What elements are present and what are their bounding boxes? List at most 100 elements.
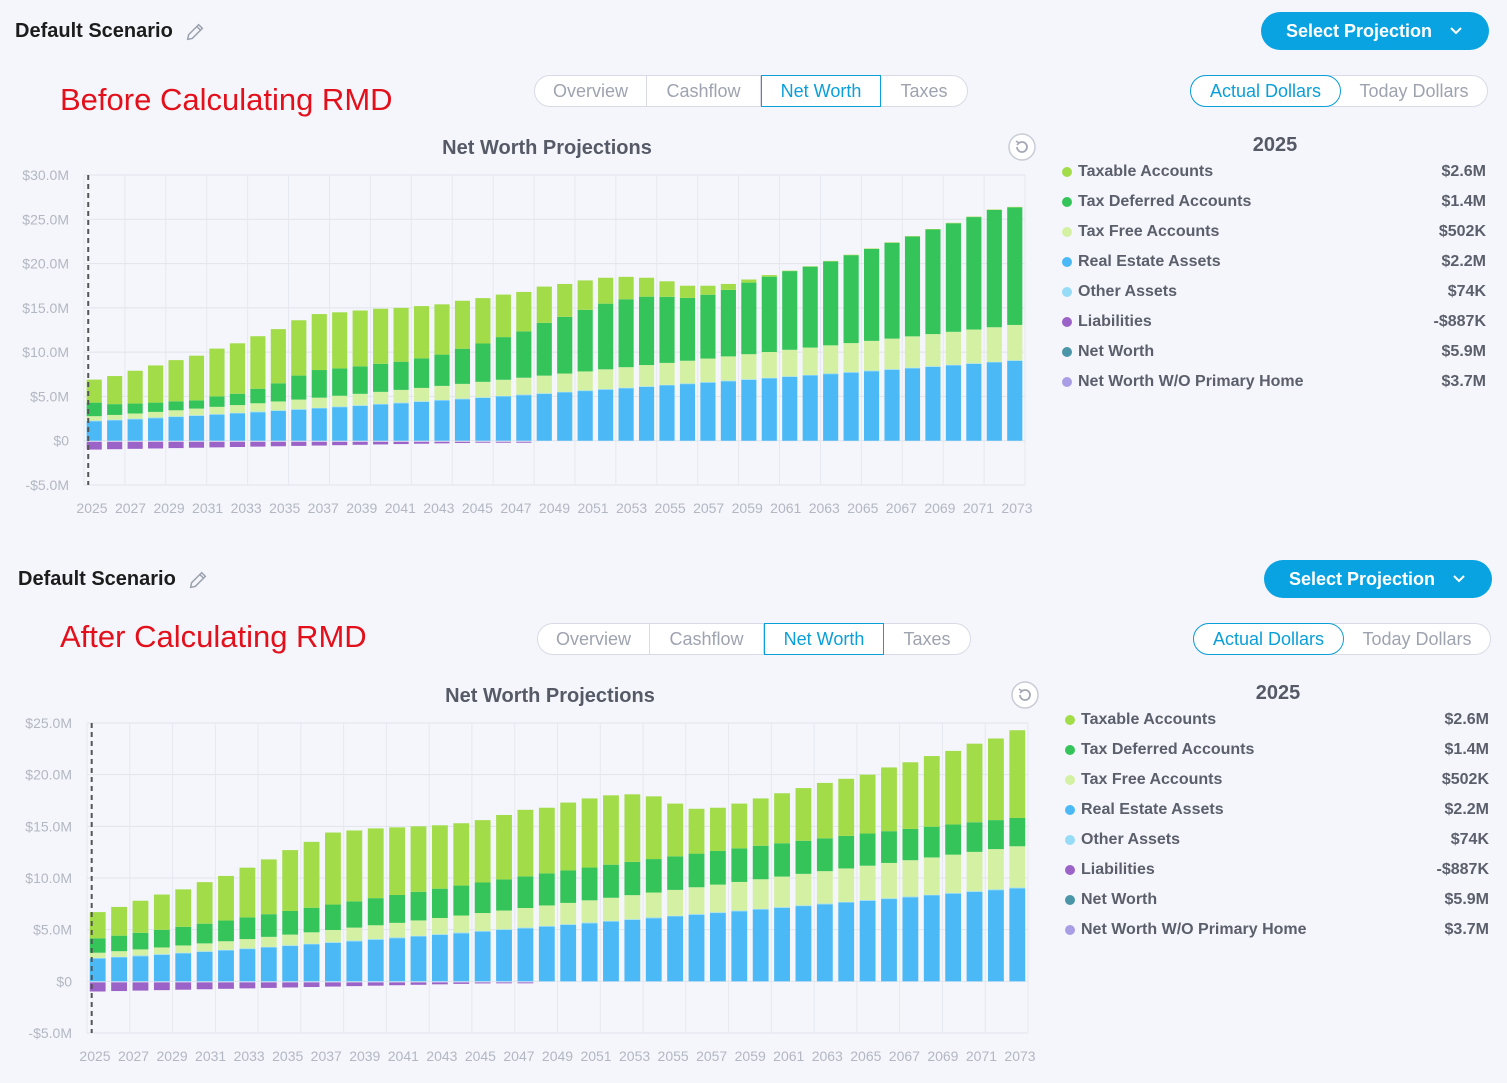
legend-label: Net Worth W/O Primary Home xyxy=(1081,921,1307,938)
bar-segment xyxy=(581,923,598,982)
legend-item[interactable]: Real Estate Assets $2.2M xyxy=(1065,795,1489,825)
bar-segment xyxy=(679,297,696,361)
bar-segment xyxy=(413,401,430,402)
bar-segment xyxy=(581,922,598,924)
legend-value: $1.4M xyxy=(1441,193,1486,210)
bar-segment xyxy=(843,343,859,373)
edit-pencil-icon[interactable] xyxy=(184,21,206,43)
x-tick-label: 2067 xyxy=(886,500,917,516)
bar-segment xyxy=(823,373,839,375)
bar-segment xyxy=(925,366,941,367)
bar-segment xyxy=(988,889,1004,891)
legend: Taxable Accounts $2.6M Tax Deferred Accoun… xyxy=(1062,157,1486,397)
bar-segment xyxy=(904,367,921,369)
today-dollars-option[interactable]: Today Dollars xyxy=(1359,80,1469,101)
bar-segment xyxy=(618,388,634,441)
tab-net-worth[interactable]: Net Worth xyxy=(764,623,884,655)
legend-dot-icon xyxy=(1065,835,1075,845)
bar-segment xyxy=(774,876,790,908)
bar-segment xyxy=(731,910,748,912)
legend-dot-icon xyxy=(1065,895,1075,905)
bar-segment xyxy=(496,929,512,982)
x-tick-label: 2073 xyxy=(1004,1048,1035,1064)
bar-segment xyxy=(638,296,655,366)
legend-value: $1.4M xyxy=(1444,741,1489,758)
legend-item[interactable]: Net Worth $5.9M xyxy=(1065,885,1489,915)
legend-label: Real Estate Assets xyxy=(1081,801,1224,818)
bar-segment xyxy=(474,931,491,982)
bar-segment xyxy=(291,409,307,441)
edit-pencil-icon[interactable] xyxy=(187,569,209,591)
legend-dot-icon xyxy=(1065,805,1075,815)
legend-value: -$887K xyxy=(1436,861,1489,878)
bar-segment xyxy=(823,345,839,374)
legend-item[interactable]: Liabilities -$887K xyxy=(1062,307,1486,337)
bar-segment-liability xyxy=(325,982,341,987)
legend-dot-icon xyxy=(1065,925,1075,935)
bar-segment xyxy=(132,955,149,957)
tab-overview[interactable]: Overview xyxy=(538,624,650,654)
legend-item[interactable]: Other Assets $74K xyxy=(1065,825,1489,855)
today-dollars-option[interactable]: Today Dollars xyxy=(1362,628,1472,649)
bar-segment xyxy=(303,907,320,933)
bar-segment xyxy=(538,807,555,874)
bar-segment xyxy=(864,370,880,372)
tab-cashflow[interactable]: Cashflow xyxy=(650,624,764,654)
tab-overview[interactable]: Overview xyxy=(535,76,647,106)
bar-segment xyxy=(218,941,234,950)
tab-net-worth[interactable]: Net Worth xyxy=(761,75,881,107)
bar-segment-liability xyxy=(270,441,286,447)
bar-segment xyxy=(239,867,256,918)
reset-zoom-icon[interactable] xyxy=(1007,132,1037,162)
bar-segment xyxy=(659,362,675,385)
legend-item[interactable]: Liabilities -$887K xyxy=(1065,855,1489,885)
bar-segment xyxy=(393,402,409,404)
y-tick-label: $5.0M xyxy=(33,922,72,938)
legend-item[interactable]: Tax Free Accounts $502K xyxy=(1062,217,1486,247)
bar-segment xyxy=(881,767,897,832)
legend-item[interactable]: Net Worth $5.9M xyxy=(1062,337,1486,367)
legend-item[interactable]: Tax Free Accounts $502K xyxy=(1065,765,1489,795)
bar-segment xyxy=(688,914,705,915)
legend-label: Net Worth W/O Primary Home xyxy=(1078,373,1304,390)
bar-segment xyxy=(495,337,511,380)
bar-segment-liability xyxy=(291,441,307,446)
bar-segment xyxy=(196,952,213,982)
bar-segment-liability xyxy=(188,441,205,448)
bar-segment xyxy=(731,848,748,882)
legend-item[interactable]: Net Worth W/O Primary Home $3.7M xyxy=(1062,367,1486,397)
x-tick-label: 2065 xyxy=(850,1048,881,1064)
tab-taxes[interactable]: Taxes xyxy=(900,80,948,101)
select-projection-button[interactable]: Select Projection xyxy=(1264,560,1492,598)
legend-item[interactable]: Other Assets $74K xyxy=(1062,277,1486,307)
bar-segment xyxy=(838,778,855,836)
bar-segment xyxy=(229,393,245,406)
bar-segment xyxy=(127,419,143,441)
y-tick-label: $10.0M xyxy=(22,344,69,360)
tab-taxes[interactable]: Taxes xyxy=(903,628,951,649)
bar-segment xyxy=(132,949,149,956)
bar-segment xyxy=(453,885,470,916)
bar-segment xyxy=(782,376,798,377)
legend-item[interactable]: Real Estate Assets $2.2M xyxy=(1062,247,1486,277)
bar-segment xyxy=(700,358,716,383)
actual-dollars-option[interactable]: Actual Dollars xyxy=(1190,75,1341,107)
bar-segment xyxy=(986,209,1002,328)
legend-item[interactable]: Tax Deferred Accounts $1.4M xyxy=(1062,187,1486,217)
bar-segment xyxy=(741,379,757,380)
legend-item[interactable]: Taxable Accounts $2.6M xyxy=(1065,705,1489,735)
bar-segment xyxy=(988,738,1004,821)
x-tick-label: 2049 xyxy=(539,500,570,516)
bar-segment xyxy=(925,366,941,441)
legend-item[interactable]: Tax Deferred Accounts $1.4M xyxy=(1065,735,1489,765)
legend-item[interactable]: Taxable Accounts $2.6M xyxy=(1062,157,1486,187)
reset-zoom-icon[interactable] xyxy=(1010,680,1040,710)
bar-segment xyxy=(132,900,149,933)
legend-dot-icon xyxy=(1062,287,1072,297)
bar-segment xyxy=(132,932,149,950)
bar-segment xyxy=(581,867,598,901)
tab-cashflow[interactable]: Cashflow xyxy=(647,76,761,106)
legend-item[interactable]: Net Worth W/O Primary Home $3.7M xyxy=(1065,915,1489,945)
select-projection-button[interactable]: Select Projection xyxy=(1261,12,1489,50)
actual-dollars-option[interactable]: Actual Dollars xyxy=(1193,623,1344,655)
